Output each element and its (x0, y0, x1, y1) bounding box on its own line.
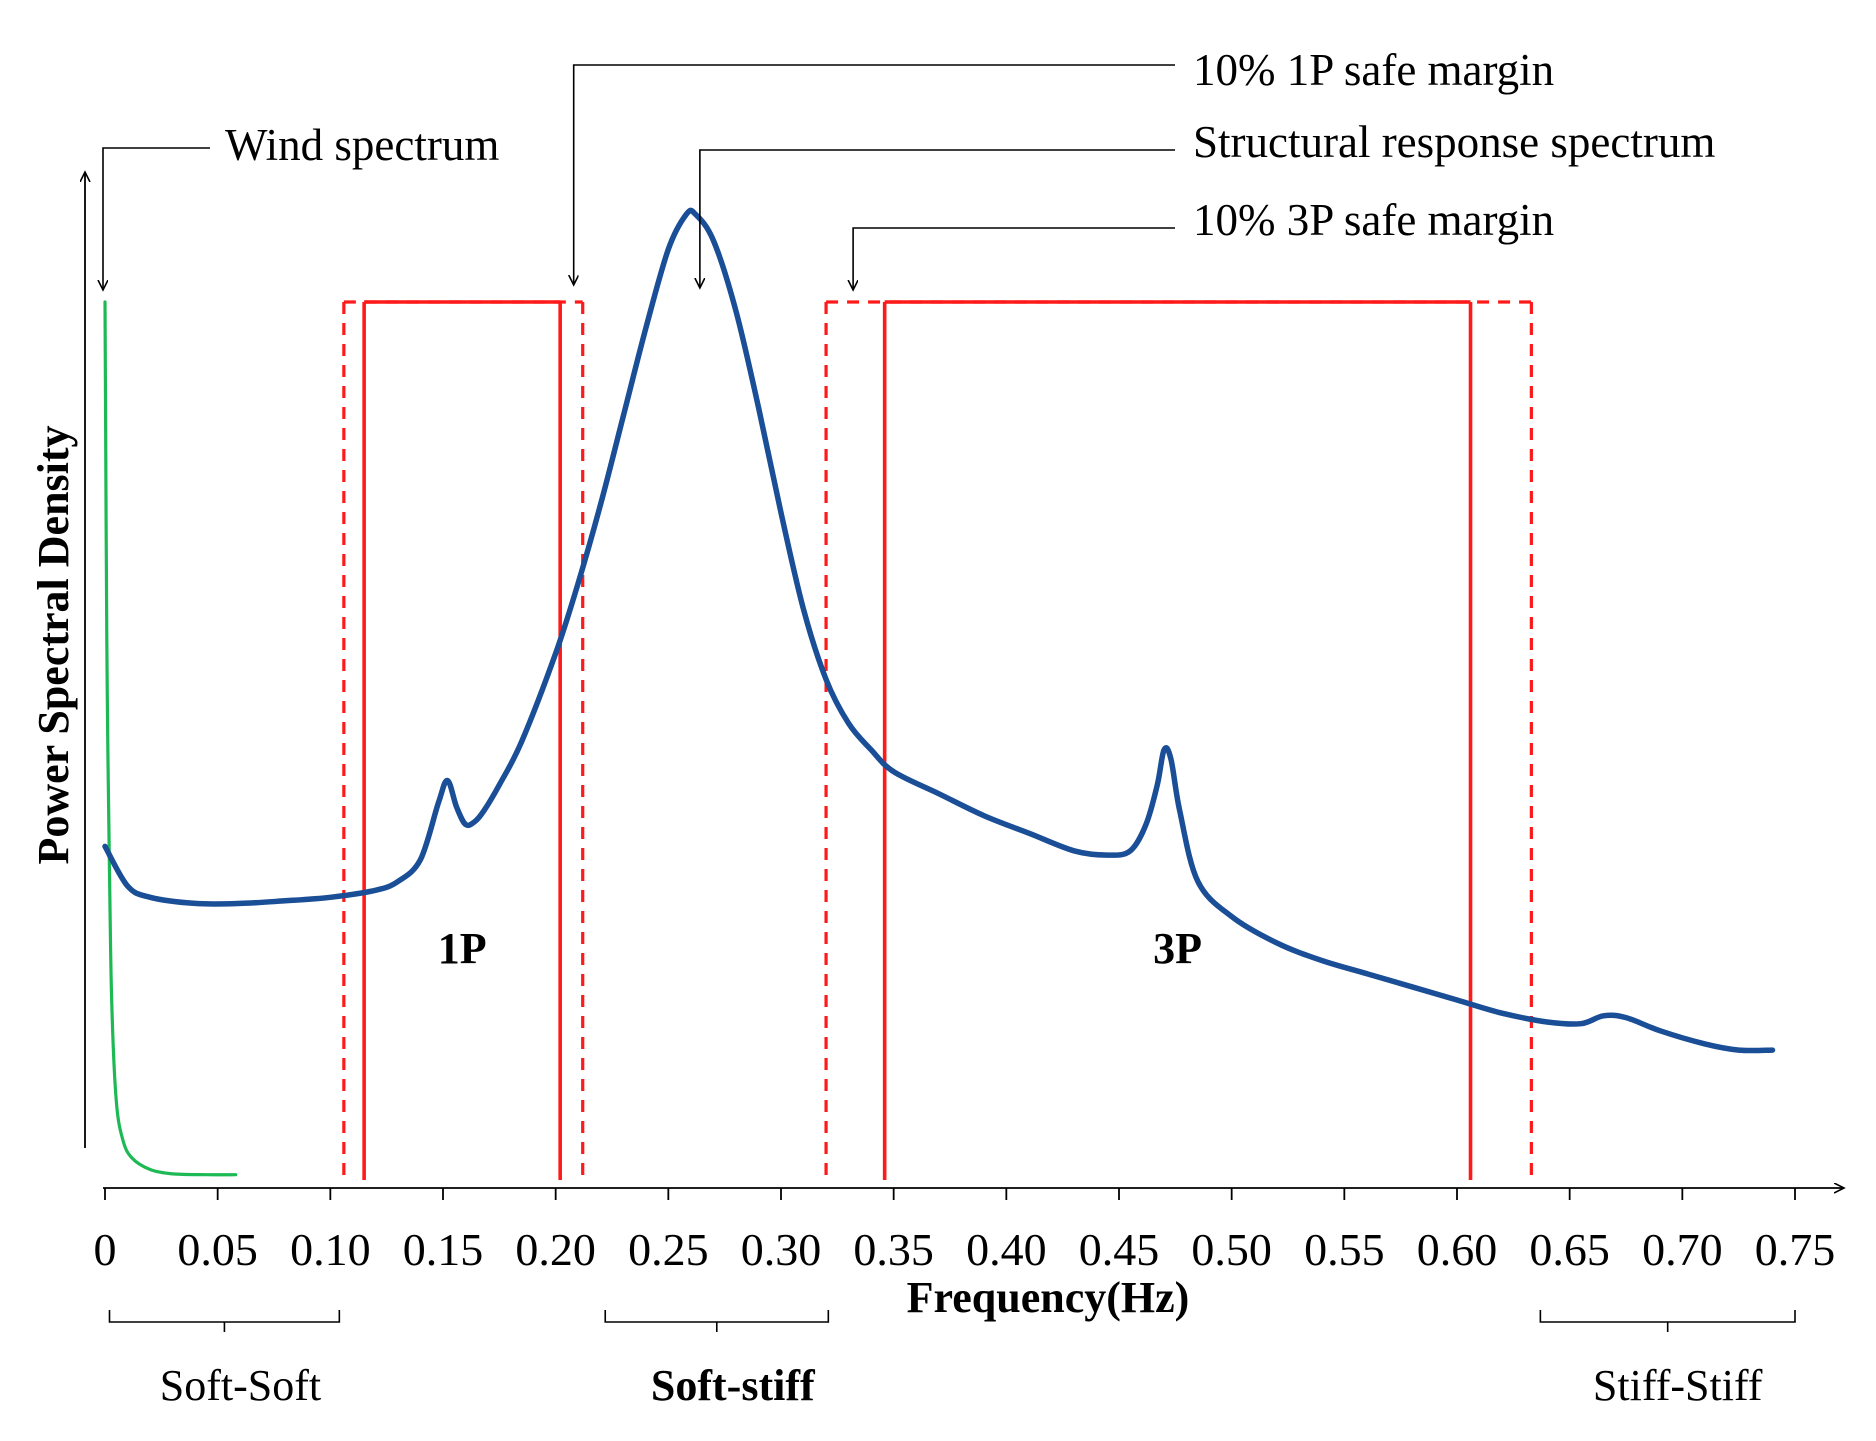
x-axis-label: Frequency(Hz) (907, 1273, 1190, 1322)
x-tick-label-0: 0 (94, 1224, 117, 1275)
series-wind-spectrum (103, 300, 238, 1177)
band-label-3p: 3P (1153, 924, 1202, 973)
x-tick-label-13: 0.65 (1529, 1224, 1610, 1275)
y-axis-label: Power Spectral Density (29, 425, 78, 864)
x-tick-label-3: 0.15 (403, 1224, 484, 1275)
annotation-arrow-structural-response-spectrum (700, 149, 1175, 288)
annotation-structural-response-spectrum: Structural response spectrum (1193, 117, 1715, 167)
annotation-wind-spectrum: Wind spectrum (225, 120, 499, 170)
annotation-10-1p-safe-margin: 10% 1P safe margin (1193, 45, 1554, 95)
x-tick-label-6: 0.30 (741, 1224, 822, 1275)
region-label-soft-soft: Soft-Soft (160, 1361, 321, 1410)
region-bracket-stiff-stiff (1539, 1310, 1796, 1332)
x-tick-label-7: 0.35 (853, 1224, 934, 1275)
region-bracket-soft-stiff (604, 1310, 830, 1332)
x-tick-label-11: 0.55 (1304, 1224, 1385, 1275)
x-tick-label-12: 0.60 (1417, 1224, 1498, 1275)
band-label-1p: 1P (438, 924, 487, 973)
series-structural-response-spectrum (102, 207, 1776, 1054)
region-label-stiff-stiff: Stiff-Stiff (1593, 1361, 1763, 1410)
x-tick-label-14: 0.70 (1642, 1224, 1723, 1275)
annotation-arrow-10-3p-safe-margin (853, 227, 1175, 290)
x-tick-label-2: 0.10 (290, 1224, 371, 1275)
x-tick-label-1: 0.05 (177, 1224, 258, 1275)
region-label-soft-stiff: Soft-stiff (651, 1361, 816, 1410)
x-tick-label-15: 0.75 (1755, 1224, 1836, 1275)
region-bracket-soft-soft (108, 1310, 341, 1332)
x-tick-label-8: 0.40 (966, 1224, 1047, 1275)
annotation-arrow-10-1p-safe-margin (574, 64, 1175, 285)
x-tick-label-10: 0.50 (1191, 1224, 1272, 1275)
x-tick-label-4: 0.20 (515, 1224, 596, 1275)
x-tick-label-5: 0.25 (628, 1224, 709, 1275)
annotation-arrow-wind-spectrum (103, 147, 210, 290)
x-tick-label-9: 0.45 (1079, 1224, 1160, 1275)
annotation-10-3p-safe-margin: 10% 3P safe margin (1193, 195, 1554, 245)
